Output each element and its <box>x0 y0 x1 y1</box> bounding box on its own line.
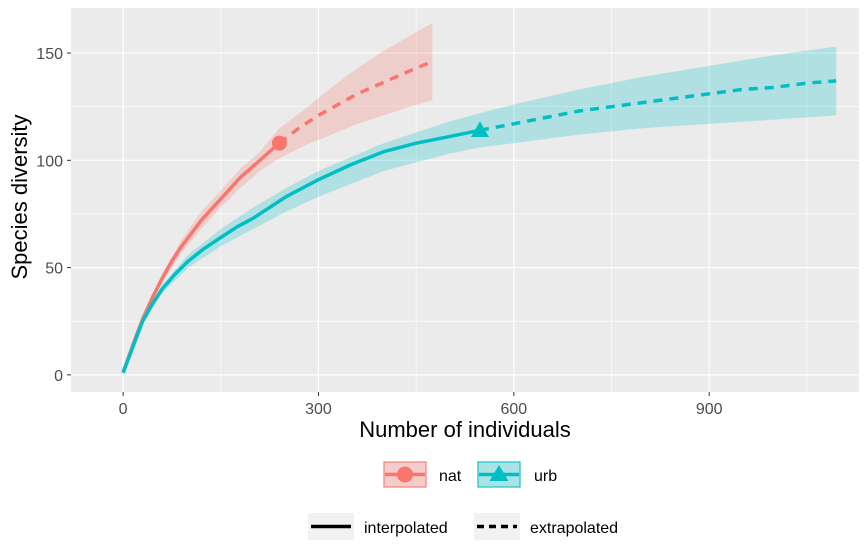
x-axis-ticks: 0 300 600 900 <box>119 392 723 418</box>
x-tick-label: 900 <box>696 401 723 418</box>
series-lines <box>121 59 837 374</box>
observed-point-urb <box>470 121 489 138</box>
legend-series: nat urb <box>383 461 557 488</box>
line-interpolated-urb <box>121 128 481 374</box>
y-tick-label: 150 <box>36 46 63 63</box>
legend-linetype: interpolated extrapolated <box>308 513 618 540</box>
x-tick-label: 300 <box>305 401 332 418</box>
legend-label-nat: nat <box>439 468 462 485</box>
plot-panel <box>71 8 859 392</box>
observed-point-nat <box>271 135 287 151</box>
confidence-band-nat <box>123 23 433 373</box>
y-tick-label: 100 <box>36 153 63 170</box>
y-axis-title: Species diversity <box>7 114 32 279</box>
grid-lines <box>71 8 859 392</box>
y-tick-label: 50 <box>45 261 63 278</box>
x-tick-label: 0 <box>119 401 128 418</box>
legend-key-urb-marker <box>489 465 509 481</box>
x-axis-title: Number of individuals <box>359 417 571 442</box>
legend-label-urb: urb <box>534 468 557 485</box>
line-interpolated-nat <box>121 141 281 374</box>
x-tick-label: 600 <box>500 401 527 418</box>
y-axis-ticks: 0 50 100 150 <box>36 46 71 385</box>
legend-label-extrapolated: extrapolated <box>530 520 618 537</box>
observed-markers <box>271 121 489 151</box>
line-extrapolated-nat <box>278 59 434 145</box>
line-extrapolated-urb <box>479 79 837 133</box>
y-tick-label: 0 <box>54 368 63 385</box>
legend-key-nat-marker <box>397 466 413 483</box>
legend-label-interpolated: interpolated <box>364 520 448 537</box>
